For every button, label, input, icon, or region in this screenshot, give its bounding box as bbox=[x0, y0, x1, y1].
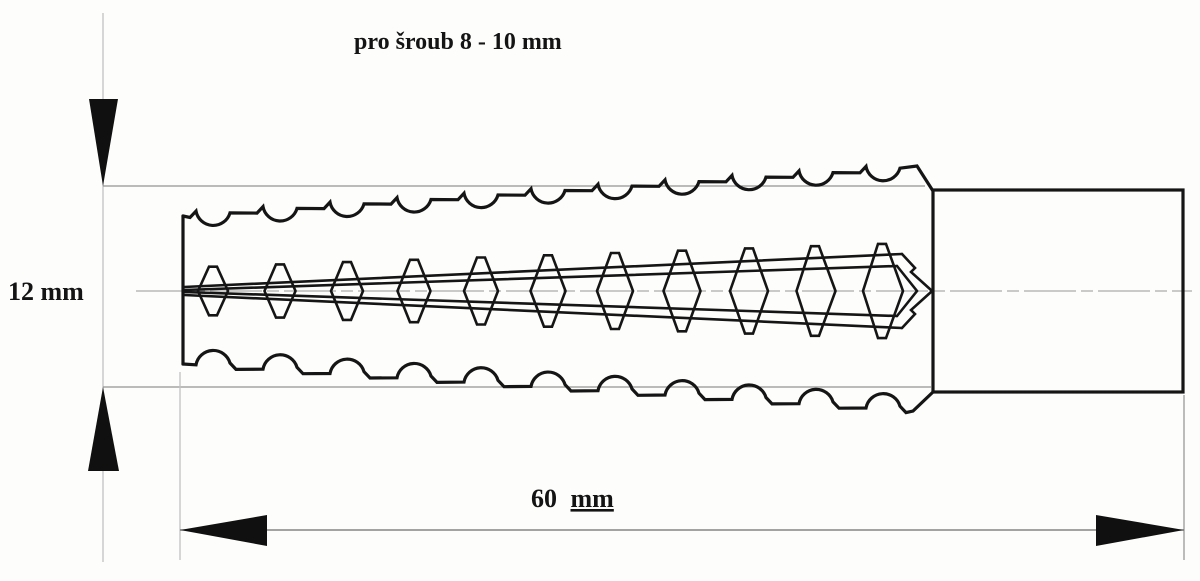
slit-lower-inner-line bbox=[182, 290, 899, 318]
slit-tip-inner bbox=[895, 264, 919, 318]
slit-tip-outer bbox=[900, 252, 933, 330]
slit-lower-outer-line bbox=[182, 293, 904, 330]
length-dimension-label: 60 mm bbox=[531, 484, 614, 513]
slit-upper-inner-line bbox=[182, 264, 899, 292]
slit-upper-outer-line bbox=[182, 252, 904, 289]
diameter-dimension-label: 12 mm bbox=[8, 277, 84, 306]
plug-bottom-edge bbox=[181, 348, 935, 415]
plug-collar bbox=[931, 188, 1185, 394]
plug-body-outline bbox=[181, 162, 1185, 415]
arrow-right-icon bbox=[1096, 515, 1184, 546]
arrow-up-icon bbox=[88, 387, 119, 471]
length-dimension-value: 60 bbox=[531, 484, 557, 513]
expansion-slit bbox=[182, 252, 933, 330]
plug-top-edge bbox=[181, 162, 935, 228]
length-dimension-unit: mm bbox=[571, 484, 615, 513]
arrow-left-icon bbox=[180, 515, 267, 546]
diamond-knurls bbox=[196, 242, 905, 340]
dimension-arrows bbox=[88, 99, 1184, 546]
drawing-title: pro šroub 8 - 10 mm bbox=[354, 29, 562, 55]
arrow-down-icon bbox=[89, 99, 118, 186]
